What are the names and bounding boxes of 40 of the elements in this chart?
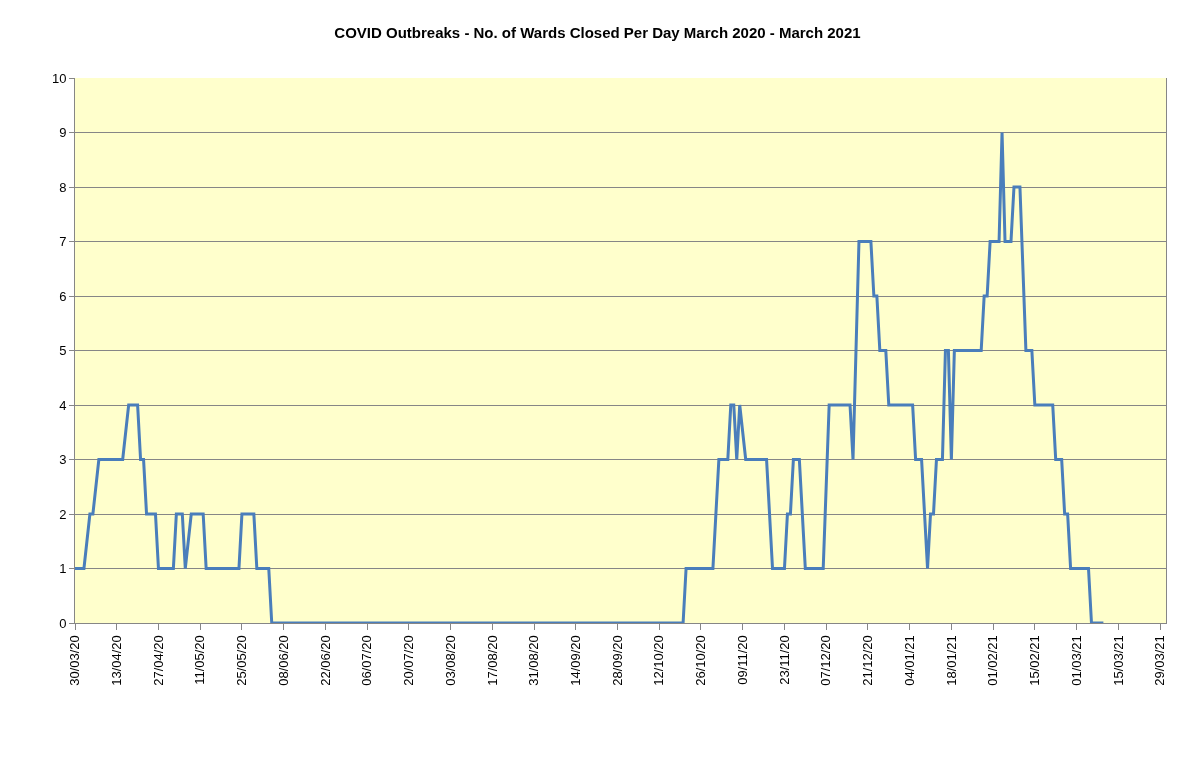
y-tick-label: 1	[59, 561, 67, 577]
x-tick-label: 04/01/21	[901, 635, 917, 686]
x-tick-label: 25/05/20	[234, 635, 250, 686]
line-series	[75, 131, 1105, 623]
x-tick-label: 07/12/20	[818, 635, 834, 686]
x-tick-label: 03/08/20	[442, 635, 458, 686]
y-tick-label: 6	[59, 288, 67, 304]
x-tick-label: 23/11/20	[776, 635, 792, 685]
x-tick-label: 21/12/20	[860, 635, 876, 686]
x-tick-label: 06/07/20	[359, 635, 375, 686]
x-tick-label: 29/03/21	[1152, 635, 1168, 686]
x-tick-label: 18/01/21	[943, 635, 959, 686]
x-tick-label: 30/03/20	[67, 635, 83, 686]
x-tick-label: 14/09/20	[568, 635, 584, 686]
x-tick-label: 27/04/20	[150, 635, 166, 686]
x-tick-label: 20/07/20	[401, 635, 417, 686]
y-tick-label: 10	[51, 70, 67, 86]
y-tick-label: 9	[59, 125, 67, 141]
x-tick-label: 01/03/21	[1068, 635, 1084, 686]
x-tick-label: 08/06/20	[275, 635, 291, 686]
x-tick-label: 31/08/20	[526, 635, 542, 686]
y-tick-label: 0	[59, 615, 67, 631]
x-tick-label: 13/04/20	[108, 635, 124, 686]
y-tick-label: 4	[59, 397, 67, 413]
x-tick-label: 09/11/20	[734, 635, 750, 685]
chart-title: COVID Outbreaks - No. of Wards Closed Per Day March 2020 - March 2021	[334, 23, 861, 41]
x-tick-label: 15/02/21	[1027, 635, 1043, 686]
x-tick-label: 01/02/21	[985, 635, 1001, 686]
x-tick-label: 12/10/20	[651, 635, 667, 686]
x-tick-label: 11/05/20	[192, 635, 208, 685]
x-tick-label: 22/06/20	[317, 635, 333, 686]
y-tick-label: 3	[59, 452, 67, 468]
x-tick-label: 17/08/20	[484, 635, 500, 686]
y-tick-label: 7	[59, 234, 67, 250]
x-tick-label: 28/09/20	[609, 635, 625, 686]
y-tick-label: 8	[59, 179, 67, 195]
y-tick-label: 5	[59, 343, 67, 359]
x-tick-label: 26/10/20	[693, 635, 709, 686]
y-tick-label: 2	[59, 506, 67, 522]
x-tick-label: 15/03/21	[1110, 635, 1126, 686]
